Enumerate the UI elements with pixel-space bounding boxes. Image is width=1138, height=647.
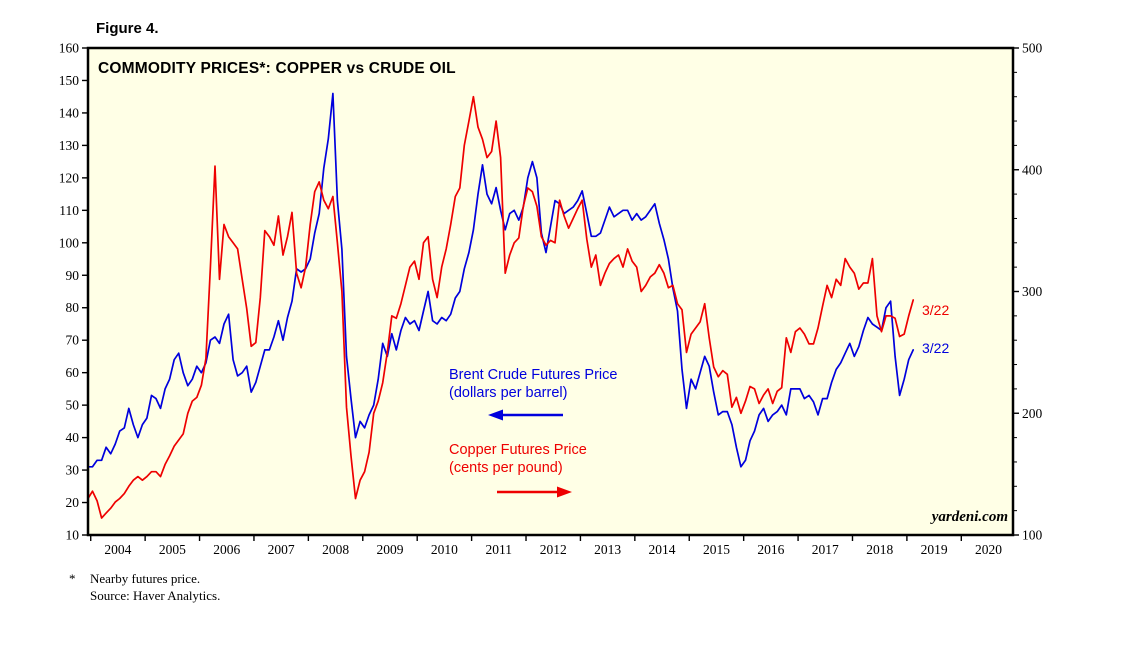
- brent-series-line: [87, 92, 915, 468]
- figure-label: Figure 4.: [96, 20, 159, 37]
- left-tick-label: 110: [59, 203, 79, 218]
- legend-brent-line1: Brent Crude Futures Price: [449, 367, 618, 383]
- x-tick-label: 2016: [757, 542, 784, 557]
- footnote-line1: Nearby futures price.: [90, 571, 201, 586]
- x-tick-label: 2011: [486, 542, 513, 557]
- left-tick-label: 100: [59, 235, 80, 250]
- x-tick-label: 2004: [104, 542, 131, 557]
- copper-last-date-annotation: 3/22: [922, 302, 950, 318]
- left-tick-label: 60: [66, 365, 80, 380]
- legend-copper-line1: Copper Futures Price: [449, 442, 587, 458]
- right-tick-label: 400: [1022, 162, 1043, 177]
- right-tick-label: 200: [1022, 406, 1043, 421]
- legend-brent: Brent Crude Futures Price (dollars per b…: [449, 366, 617, 422]
- left-tick-label: 70: [66, 333, 80, 348]
- x-tick-label: 2008: [322, 542, 349, 557]
- x-tick-label: 2014: [649, 542, 676, 557]
- footnote-marker: *: [69, 571, 76, 586]
- watermark: yardeni.com: [931, 509, 1008, 525]
- brent-last-date-annotation: 3/22: [922, 340, 950, 356]
- left-arrow-icon: [488, 409, 563, 421]
- left-tick-label: 120: [59, 170, 80, 185]
- left-tick-label: 90: [66, 268, 80, 283]
- left-tick-label: 160: [59, 41, 80, 56]
- x-tick-label: 2006: [213, 542, 240, 557]
- x-tick-label: 2012: [540, 542, 567, 557]
- x-tick-label: 2015: [703, 542, 730, 557]
- legend-copper-line2: (cents per pound): [449, 460, 563, 476]
- left-tick-label: 150: [59, 73, 80, 88]
- plot-area: [88, 48, 1013, 535]
- left-tick-label: 20: [66, 495, 80, 510]
- copper-series-line: [87, 95, 915, 519]
- left-tick-label: 80: [66, 300, 80, 315]
- left-tick-label: 140: [59, 105, 80, 120]
- right-tick-label: 500: [1022, 41, 1043, 56]
- x-tick-label: 2020: [975, 542, 1002, 557]
- x-tick-label: 2019: [921, 542, 948, 557]
- left-tick-label: 40: [66, 430, 80, 445]
- right-tick-label: 100: [1022, 528, 1043, 543]
- left-tick-label: 30: [66, 463, 80, 478]
- x-tick-label: 2009: [376, 542, 403, 557]
- footnote-line2: Source: Haver Analytics.: [90, 588, 221, 603]
- chart-title: COMMODITY PRICES*: COPPER vs CRUDE OIL: [98, 60, 456, 77]
- left-tick-label: 130: [59, 138, 80, 153]
- legend-copper: Copper Futures Price (cents per pound): [449, 441, 587, 499]
- right-tick-label: 300: [1022, 284, 1043, 299]
- x-tick-label: 2010: [431, 542, 458, 557]
- legend-brent-line2: (dollars per barrel): [449, 385, 568, 401]
- x-tick-label: 2005: [159, 542, 186, 557]
- x-tick-label: 2017: [812, 542, 839, 557]
- footnote: * Nearby futures price. Source: Haver An…: [69, 570, 220, 604]
- x-tick-label: 2018: [866, 542, 893, 557]
- x-tick-label: 2007: [268, 542, 295, 557]
- x-tick-label: 2013: [594, 542, 621, 557]
- left-tick-label: 50: [66, 398, 80, 413]
- right-arrow-icon: [497, 486, 572, 498]
- left-tick-label: 10: [66, 528, 80, 543]
